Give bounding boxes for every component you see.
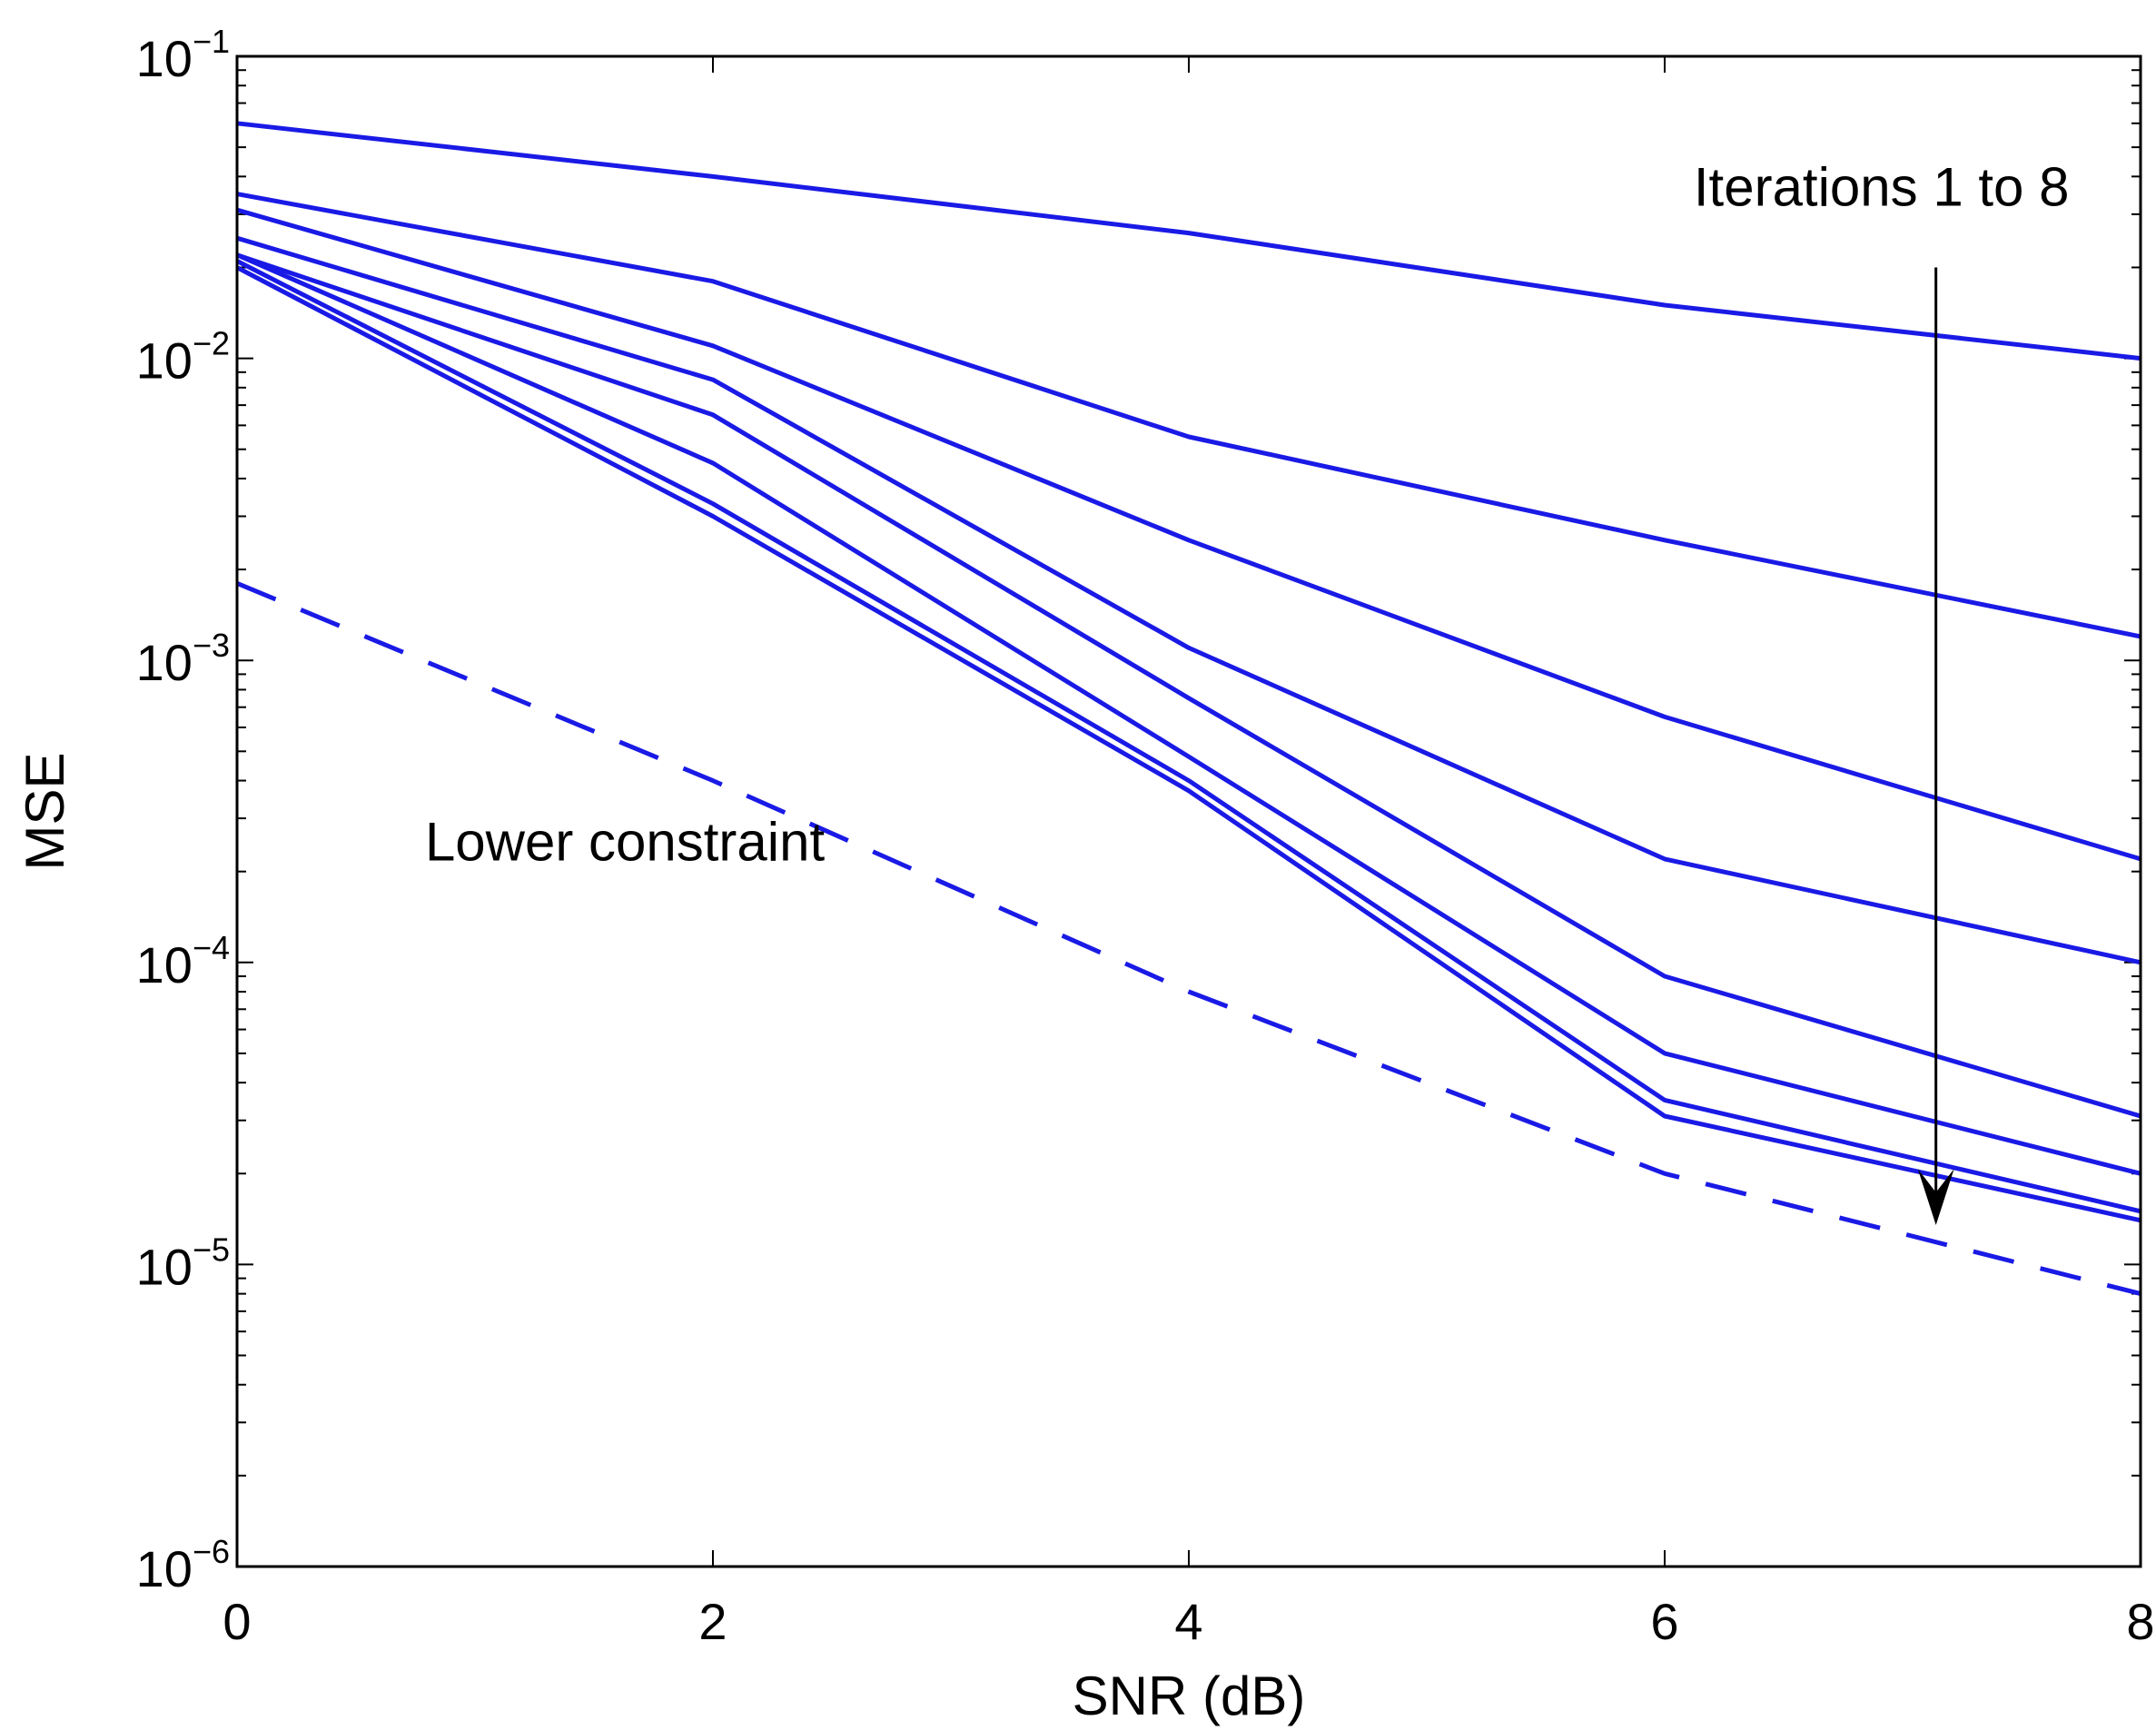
y-tick-label: 10−4 <box>136 929 230 994</box>
y-tick-label: 10−6 <box>136 1533 230 1597</box>
y-tick-label: 10−1 <box>136 23 230 87</box>
y-tick-label: 10−5 <box>136 1231 230 1295</box>
y-tick-exponent: −3 <box>193 627 230 664</box>
y-tick-base: 10 <box>136 1238 193 1295</box>
y-tick-exponent: −4 <box>193 929 230 966</box>
y-tick-label: 10−2 <box>136 325 230 390</box>
series-iteration-6 <box>235 252 2141 1176</box>
y-tick-exponent: −6 <box>193 1533 230 1570</box>
y-tick-label: 10−3 <box>136 627 230 691</box>
iterations-annotation: Iterations 1 to 8 <box>1694 156 2070 217</box>
series-iteration-5 <box>236 252 2141 1119</box>
y-tick-exponent: −2 <box>193 325 230 362</box>
series-iteration-4 <box>236 235 2141 965</box>
series-lines <box>235 121 2141 1297</box>
x-tick-label: 2 <box>698 1593 727 1650</box>
iterations-arrow <box>1917 267 1954 1226</box>
y-tick-base: 10 <box>136 1540 193 1597</box>
y-tick-exponent: −5 <box>193 1231 230 1268</box>
arrow-head <box>1917 1169 1954 1226</box>
y-tick-base: 10 <box>136 936 193 994</box>
y-tick-base: 10 <box>136 332 193 390</box>
y-tick-base: 10 <box>136 634 193 691</box>
tick-labels: 0 2 4 6 810−110−210−310−410−510−6 <box>136 23 2155 1650</box>
series-iteration-8 <box>235 265 2141 1223</box>
series-iteration-7 <box>235 259 2141 1214</box>
series-iteration-3 <box>236 207 2141 862</box>
x-tick-label: 0 <box>223 1593 251 1650</box>
series-iteration-1 <box>236 121 2141 361</box>
plot-frame <box>235 54 2142 1568</box>
series-iteration-2 <box>236 192 2141 639</box>
x-axis-title: SNR (dB) <box>1073 1666 1306 1726</box>
y-tick-base: 10 <box>136 30 193 87</box>
x-tick-label: 8 <box>2126 1593 2154 1650</box>
x-tick-label: 4 <box>1174 1593 1202 1650</box>
lower-constraint-annotation: Lower constraint <box>425 811 826 872</box>
x-tick-label: 6 <box>1650 1593 1678 1650</box>
y-axis-title: MSE <box>15 752 75 870</box>
series-lower-constraint <box>236 580 2141 1297</box>
y-tick-exponent: −1 <box>193 23 230 60</box>
